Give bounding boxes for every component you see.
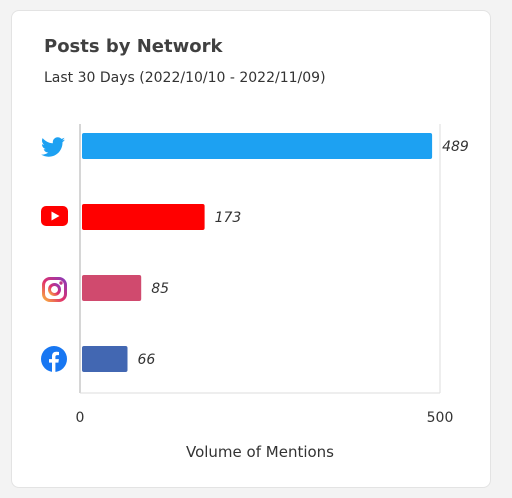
- instagram-icon: [42, 277, 67, 302]
- x-tick-label-0: 0: [76, 410, 85, 426]
- data-label-youtube: 173: [215, 210, 242, 226]
- facebook-icon: [41, 346, 67, 372]
- bar-instagram: [82, 275, 142, 301]
- x-axis-title: Volume of Mentions: [186, 443, 334, 461]
- data-label-instagram: 85: [151, 281, 169, 297]
- youtube-icon: [41, 206, 68, 226]
- data-label-twitter: 489: [442, 139, 469, 155]
- bar-facebook: [82, 346, 128, 372]
- posts-by-network-card: [11, 10, 491, 488]
- data-label-facebook: 66: [138, 352, 156, 368]
- twitter-icon: [41, 137, 65, 157]
- x-tick-label-500: 500: [427, 410, 454, 426]
- chart-subtitle: Last 30 Days (2022/10/10 - 2022/11/09): [44, 70, 326, 86]
- bar-twitter: [82, 133, 433, 159]
- bar-youtube: [82, 204, 205, 230]
- chart-title: Posts by Network: [44, 36, 223, 57]
